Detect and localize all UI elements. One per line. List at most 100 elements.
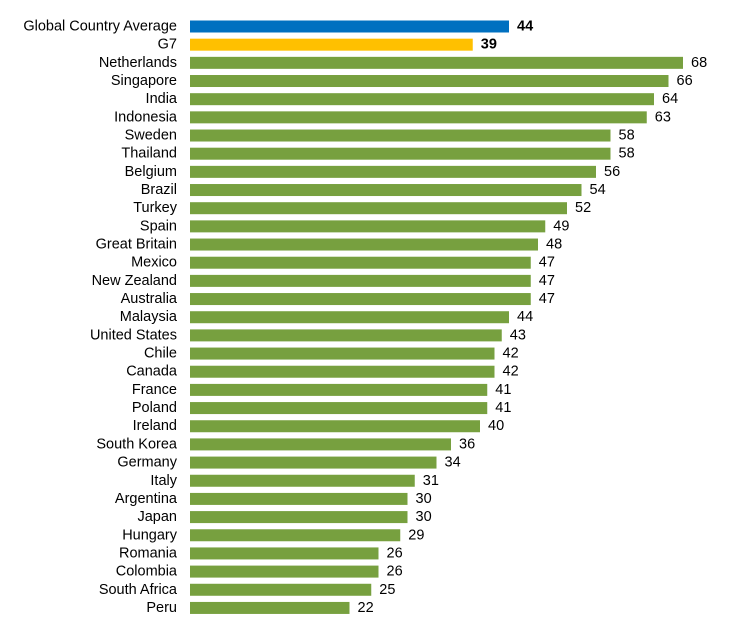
bar-spain <box>190 220 546 233</box>
bar-indonesia <box>190 111 647 124</box>
category-label-romania: Romania <box>119 545 178 561</box>
bar-great-britain <box>190 238 538 251</box>
category-label-chile: Chile <box>144 346 177 362</box>
bar-colombia <box>190 565 379 578</box>
bar-united-states <box>190 329 502 342</box>
bar-hungary <box>190 529 401 542</box>
category-labels: Global Country Average G7 Netherlands Singa… <box>23 19 178 616</box>
bar-france <box>190 383 488 396</box>
bar-global-country-average <box>190 20 509 33</box>
value-label-united-states: 43 <box>510 327 526 343</box>
category-label-hungary: Hungary <box>122 527 178 543</box>
value-label-colombia: 26 <box>387 564 403 580</box>
value-label-india: 64 <box>662 91 678 107</box>
value-label-australia: 47 <box>539 291 555 307</box>
category-label-colombia: Colombia <box>116 564 178 580</box>
category-label-germany: Germany <box>117 455 177 471</box>
value-label-g7: 39 <box>481 37 497 53</box>
value-label-global-country-average: 44 <box>517 19 533 35</box>
value-label-great-britain: 48 <box>546 237 562 253</box>
bars <box>190 20 683 614</box>
bar-malaysia <box>190 311 509 324</box>
bar-italy <box>190 474 415 487</box>
bar-turkey <box>190 202 567 215</box>
value-label-netherlands: 68 <box>691 55 707 71</box>
category-label-sweden: Sweden <box>125 128 177 144</box>
category-label-spain: Spain <box>140 218 177 234</box>
value-label-indonesia: 63 <box>655 109 671 125</box>
bar-japan <box>190 511 408 524</box>
category-label-mexico: Mexico <box>131 255 177 271</box>
category-label-brazil: Brazil <box>141 182 177 198</box>
value-label-south-africa: 25 <box>379 582 395 598</box>
category-label-south-africa: South Africa <box>99 582 178 598</box>
bar-g7 <box>190 38 473 51</box>
value-label-spain: 49 <box>553 218 569 234</box>
bar-india <box>190 93 654 106</box>
value-label-romania: 26 <box>387 545 403 561</box>
value-label-singapore: 66 <box>677 73 693 89</box>
value-label-japan: 30 <box>416 509 432 525</box>
value-label-sweden: 58 <box>619 128 635 144</box>
bar-south-africa <box>190 583 372 596</box>
category-label-belgium: Belgium <box>125 164 177 180</box>
value-label-south-korea: 36 <box>459 436 475 452</box>
category-label-australia: Australia <box>121 291 178 307</box>
value-label-malaysia: 44 <box>517 309 533 325</box>
value-label-italy: 31 <box>423 473 439 489</box>
category-label-netherlands: Netherlands <box>99 55 177 71</box>
value-label-germany: 34 <box>445 455 461 471</box>
category-label-global-country-average: Global Country Average <box>23 19 177 35</box>
category-label-great-britain: Great Britain <box>96 237 177 253</box>
bar-argentina <box>190 492 408 505</box>
bar-romania <box>190 547 379 560</box>
value-label-peru: 22 <box>358 600 374 616</box>
bar-ireland <box>190 420 480 433</box>
value-label-new-zealand: 47 <box>539 273 555 289</box>
category-label-indonesia: Indonesia <box>114 109 178 125</box>
category-label-japan: Japan <box>137 509 177 525</box>
category-label-poland: Poland <box>132 400 177 416</box>
bar-brazil <box>190 184 582 197</box>
value-labels: 44 39 68 66 64 63 58 58 56 54 52 49 48 47 47 47 44 43 42 42… <box>358 19 708 616</box>
bar-singapore <box>190 75 669 88</box>
bar-chile <box>190 347 495 360</box>
category-label-argentina: Argentina <box>115 491 178 507</box>
category-label-canada: Canada <box>126 364 178 380</box>
bar-south-korea <box>190 438 451 451</box>
category-label-india: India <box>146 91 178 107</box>
bar-netherlands <box>190 56 683 69</box>
bar-new-zealand <box>190 274 531 287</box>
value-label-poland: 41 <box>495 400 511 416</box>
bar-mexico <box>190 256 531 269</box>
bar-sweden <box>190 129 611 142</box>
bar-germany <box>190 456 437 469</box>
value-label-turkey: 52 <box>575 200 591 216</box>
bar-peru <box>190 601 350 614</box>
category-label-italy: Italy <box>150 473 177 489</box>
value-label-brazil: 54 <box>590 182 606 198</box>
category-label-thailand: Thailand <box>121 146 177 162</box>
category-label-turkey: Turkey <box>133 200 178 216</box>
category-label-france: France <box>132 382 177 398</box>
value-label-argentina: 30 <box>416 491 432 507</box>
category-label-ireland: Ireland <box>133 418 177 434</box>
bar-australia <box>190 293 531 306</box>
value-label-ireland: 40 <box>488 418 504 434</box>
category-label-peru: Peru <box>146 600 177 616</box>
category-label-g7: G7 <box>158 37 177 53</box>
bar-canada <box>190 365 495 378</box>
value-label-canada: 42 <box>503 364 519 380</box>
value-label-belgium: 56 <box>604 164 620 180</box>
bar-poland <box>190 402 488 415</box>
category-label-united-states: United States <box>90 327 177 343</box>
category-label-new-zealand: New Zealand <box>92 273 177 289</box>
value-label-chile: 42 <box>503 346 519 362</box>
category-label-singapore: Singapore <box>111 73 177 89</box>
category-label-south-korea: South Korea <box>96 436 178 452</box>
value-label-france: 41 <box>495 382 511 398</box>
bar-thailand <box>190 147 611 160</box>
value-label-mexico: 47 <box>539 255 555 271</box>
value-label-hungary: 29 <box>408 527 424 543</box>
